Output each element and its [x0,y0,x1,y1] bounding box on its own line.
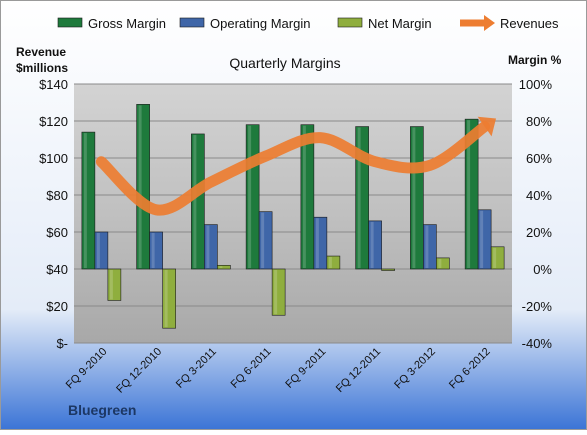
bar-highlight [109,270,113,300]
bar-highlight [83,133,87,268]
legend-swatch [179,17,205,28]
bar-highlight [438,258,442,268]
bar-gross-margin [81,131,96,270]
bar-net-margin [271,268,286,316]
bar-highlight [261,212,265,268]
bar-highlight [206,225,210,268]
bar-highlight [96,233,100,268]
bar-highlight [193,134,197,268]
right-tick-label: 100% [519,77,553,92]
left-tick-label: $100 [39,151,68,166]
bar-operating-margin [149,231,163,270]
bar-net-margin [326,255,341,270]
bar-highlight [151,233,155,268]
revenue-line-layer [95,116,497,216]
bar-net-margin [217,264,231,270]
right-tick-label: -20% [522,299,553,314]
bar-highlight [302,125,306,268]
legend-label: Net Margin [368,16,432,31]
bar-net-margin [107,268,122,301]
bar-highlight [328,257,332,268]
bar-gross-margin [410,126,424,270]
right-tick-label: 20% [526,225,552,240]
bar-operating-margin [423,224,437,270]
bar-highlight [164,270,168,328]
legend-swatch [337,17,363,28]
bar-net-margin [490,246,505,270]
revenue-arrowhead [477,116,497,137]
revenue-line [95,121,491,216]
bar-highlight [219,266,223,268]
company-label: Bluegreen [68,402,136,418]
left-tick-label: $60 [46,225,68,240]
left-tick-label: $80 [46,188,68,203]
bar-highlight [370,221,374,268]
left-tick-label: $20 [46,299,68,314]
legend: Gross Margin Operating Margin Net Margin Re… [57,15,559,31]
left-tick-label: $- [56,336,68,351]
bar-gross-margin [136,104,150,270]
bar-net-margin [381,268,395,271]
bar-gross-margin [464,118,479,270]
left-axis-title-line2: $millions [16,61,68,75]
bar-highlight [315,218,319,268]
bar-operating-margin [477,209,492,270]
legend-arrow-icon [484,15,495,31]
bar-highlight [357,127,361,268]
legend-swatch [57,17,83,28]
chart-title: Quarterly Margins [229,55,340,71]
legend-label: Operating Margin [210,16,310,31]
bar-highlight [425,225,429,268]
bar-highlight [467,120,471,269]
bar-highlight [248,125,252,268]
bar-operating-margin [313,216,328,270]
bar-operating-margin [204,224,218,270]
bar-highlight [480,210,484,268]
right-tick-label: -40% [522,336,553,351]
left-tick-label: $120 [39,114,68,129]
legend-label: Gross Margin [88,16,166,31]
bar-highlight [412,127,416,268]
bar-gross-margin [191,133,205,270]
bar-gross-margin [300,124,315,270]
left-axis-title-line1: Revenue [16,45,66,59]
bar-operating-margin [94,231,109,270]
right-tick-label: 0% [533,262,552,277]
bar-highlight [274,270,278,315]
left-tick-label: $140 [39,77,68,92]
bar-highlight [493,247,497,268]
legend-label: Revenues [500,16,559,31]
bar-operating-margin [258,211,273,270]
right-tick-label: 60% [526,151,552,166]
right-tick-label: 80% [526,114,552,129]
left-tick-label: $40 [46,262,68,277]
bar-gross-margin [245,124,260,270]
bar-net-margin [162,268,176,329]
right-axis-title: Margin % [508,53,562,67]
bar-highlight [138,105,142,268]
right-tick-label: 40% [526,188,552,203]
bar-net-margin [436,257,450,270]
bar-operating-margin [368,220,382,270]
